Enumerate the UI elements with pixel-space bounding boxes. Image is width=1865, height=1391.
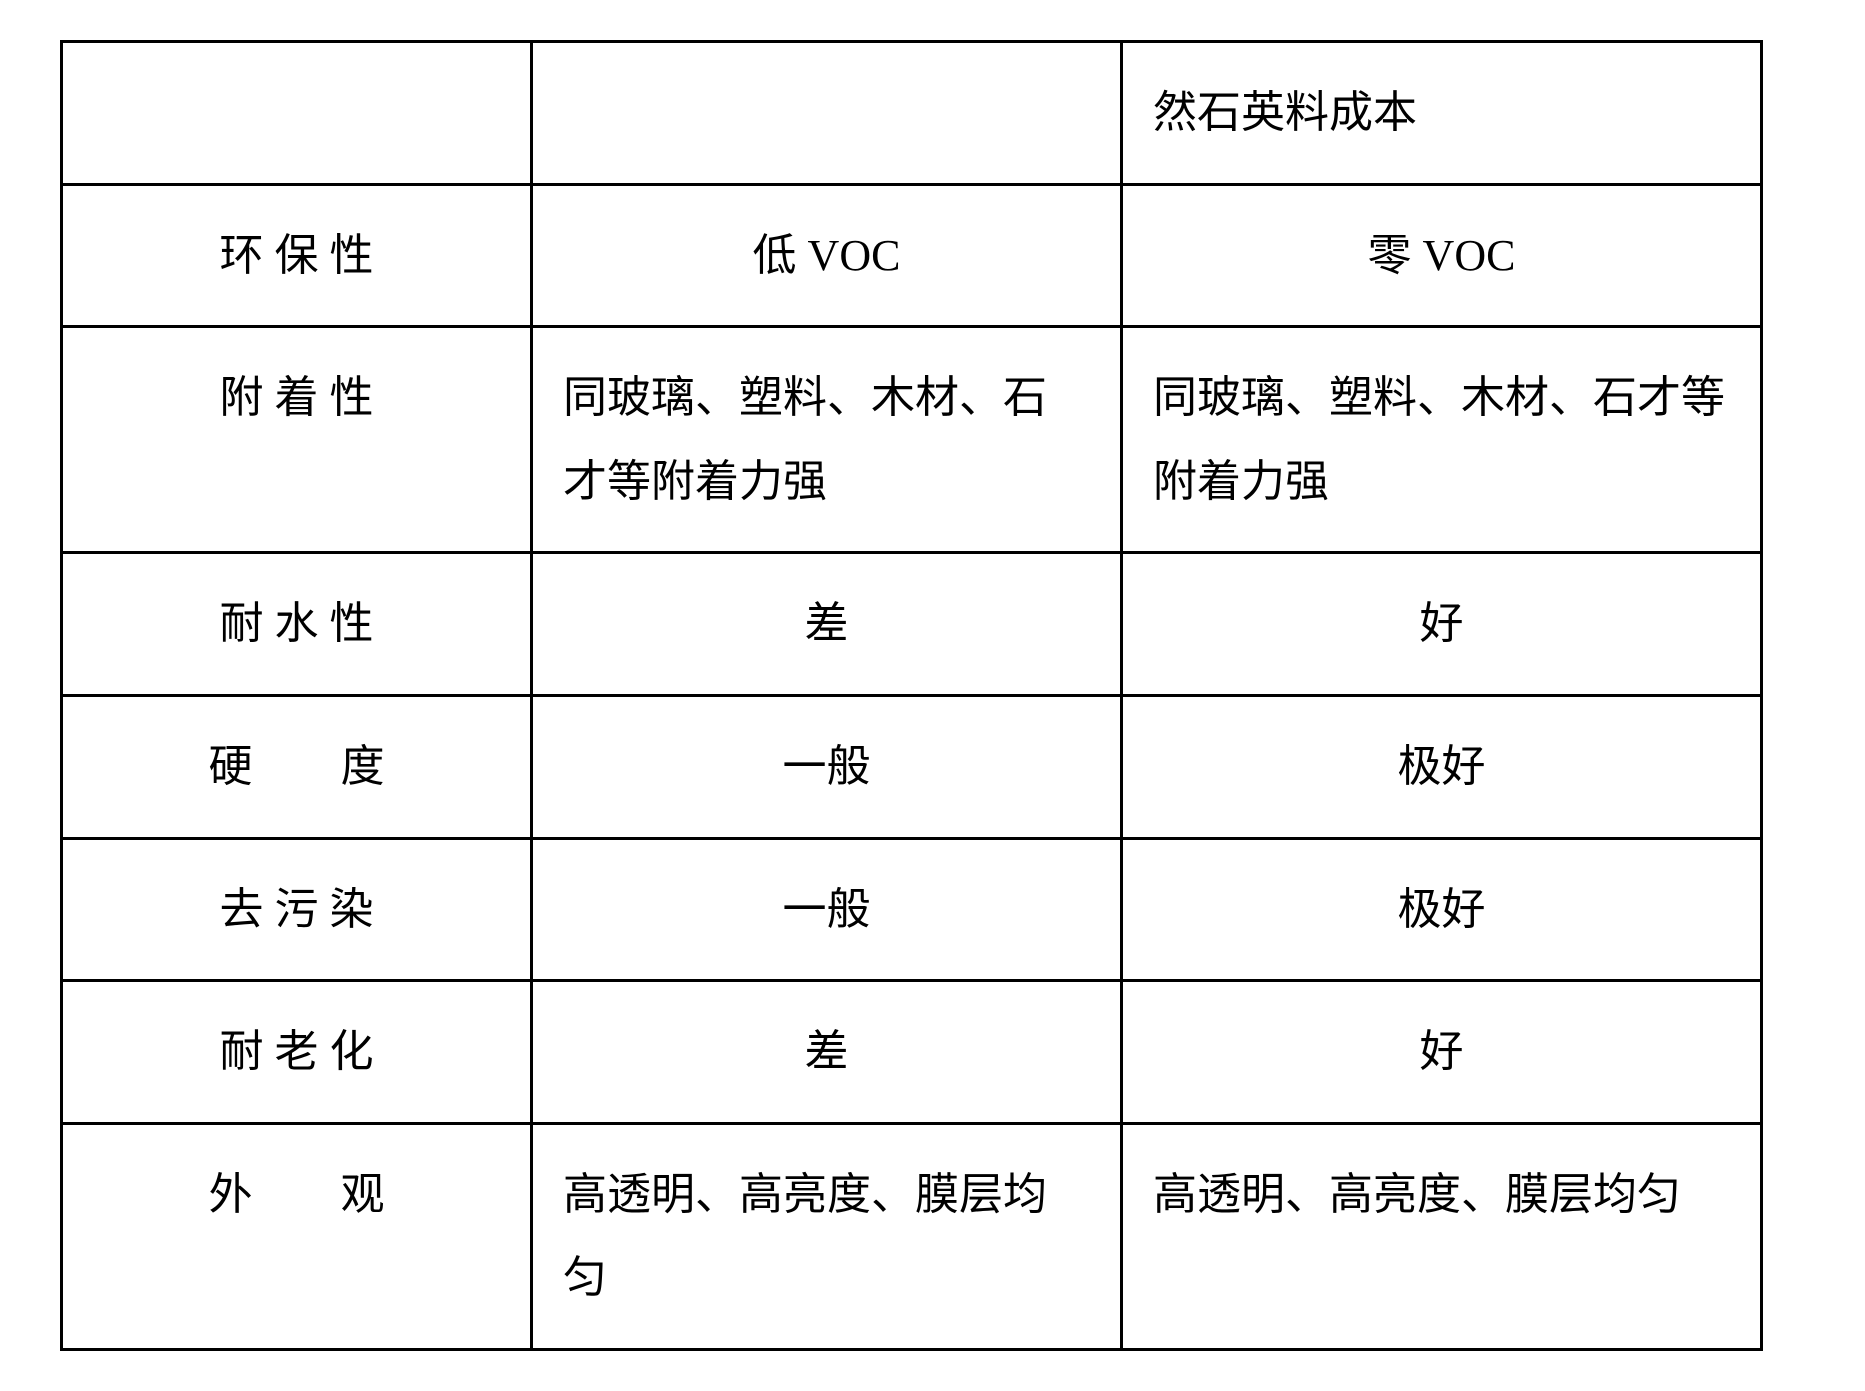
row-value-col1: 同玻璃、塑料、木材、石才等附着力强 (532, 327, 1122, 553)
row-value-col2: 极好 (1122, 838, 1762, 981)
row-label: 耐 老 化 (62, 981, 532, 1124)
row-value-col1: 差 (532, 553, 1122, 696)
table-row: 耐 老 化 差 好 (62, 981, 1762, 1124)
row-value-col2: 极好 (1122, 695, 1762, 838)
row-value-col1: 一般 (532, 838, 1122, 981)
row-label: 耐 水 性 (62, 553, 532, 696)
table-body: 然石英料成本 环 保 性 低 VOC 零 VOC 附 着 性 同玻璃、塑料、木材… (62, 42, 1762, 1350)
row-value-col1: 高透明、高亮度、膜层均匀 (532, 1123, 1122, 1349)
row-value-col2: 高透明、高亮度、膜层均匀 (1122, 1123, 1762, 1349)
table-row: 去 污 染 一般 极好 (62, 838, 1762, 981)
table-row: 环 保 性 低 VOC 零 VOC (62, 184, 1762, 327)
row-value-col2: 同玻璃、塑料、木材、石才等附着力强 (1122, 327, 1762, 553)
row-label (62, 42, 532, 185)
table-row: 然石英料成本 (62, 42, 1762, 185)
table-row: 附 着 性 同玻璃、塑料、木材、石才等附着力强 同玻璃、塑料、木材、石才等附着力… (62, 327, 1762, 553)
page: 然石英料成本 环 保 性 低 VOC 零 VOC 附 着 性 同玻璃、塑料、木材… (0, 40, 1865, 1351)
row-label: 附 着 性 (62, 327, 532, 553)
row-value-col2: 好 (1122, 981, 1762, 1124)
table-row: 硬 度 一般 极好 (62, 695, 1762, 838)
row-value-col2: 好 (1122, 553, 1762, 696)
row-value-col2: 然石英料成本 (1122, 42, 1762, 185)
comparison-table: 然石英料成本 环 保 性 低 VOC 零 VOC 附 着 性 同玻璃、塑料、木材… (60, 40, 1763, 1351)
row-label: 环 保 性 (62, 184, 532, 327)
row-label: 硬 度 (62, 695, 532, 838)
row-value-col1: 差 (532, 981, 1122, 1124)
row-label: 去 污 染 (62, 838, 532, 981)
row-value-col1: 低 VOC (532, 184, 1122, 327)
row-value-col1 (532, 42, 1122, 185)
table-row: 外 观 高透明、高亮度、膜层均匀 高透明、高亮度、膜层均匀 (62, 1123, 1762, 1349)
row-value-col1: 一般 (532, 695, 1122, 838)
table-row: 耐 水 性 差 好 (62, 553, 1762, 696)
row-value-col2: 零 VOC (1122, 184, 1762, 327)
row-label: 外 观 (62, 1123, 532, 1349)
